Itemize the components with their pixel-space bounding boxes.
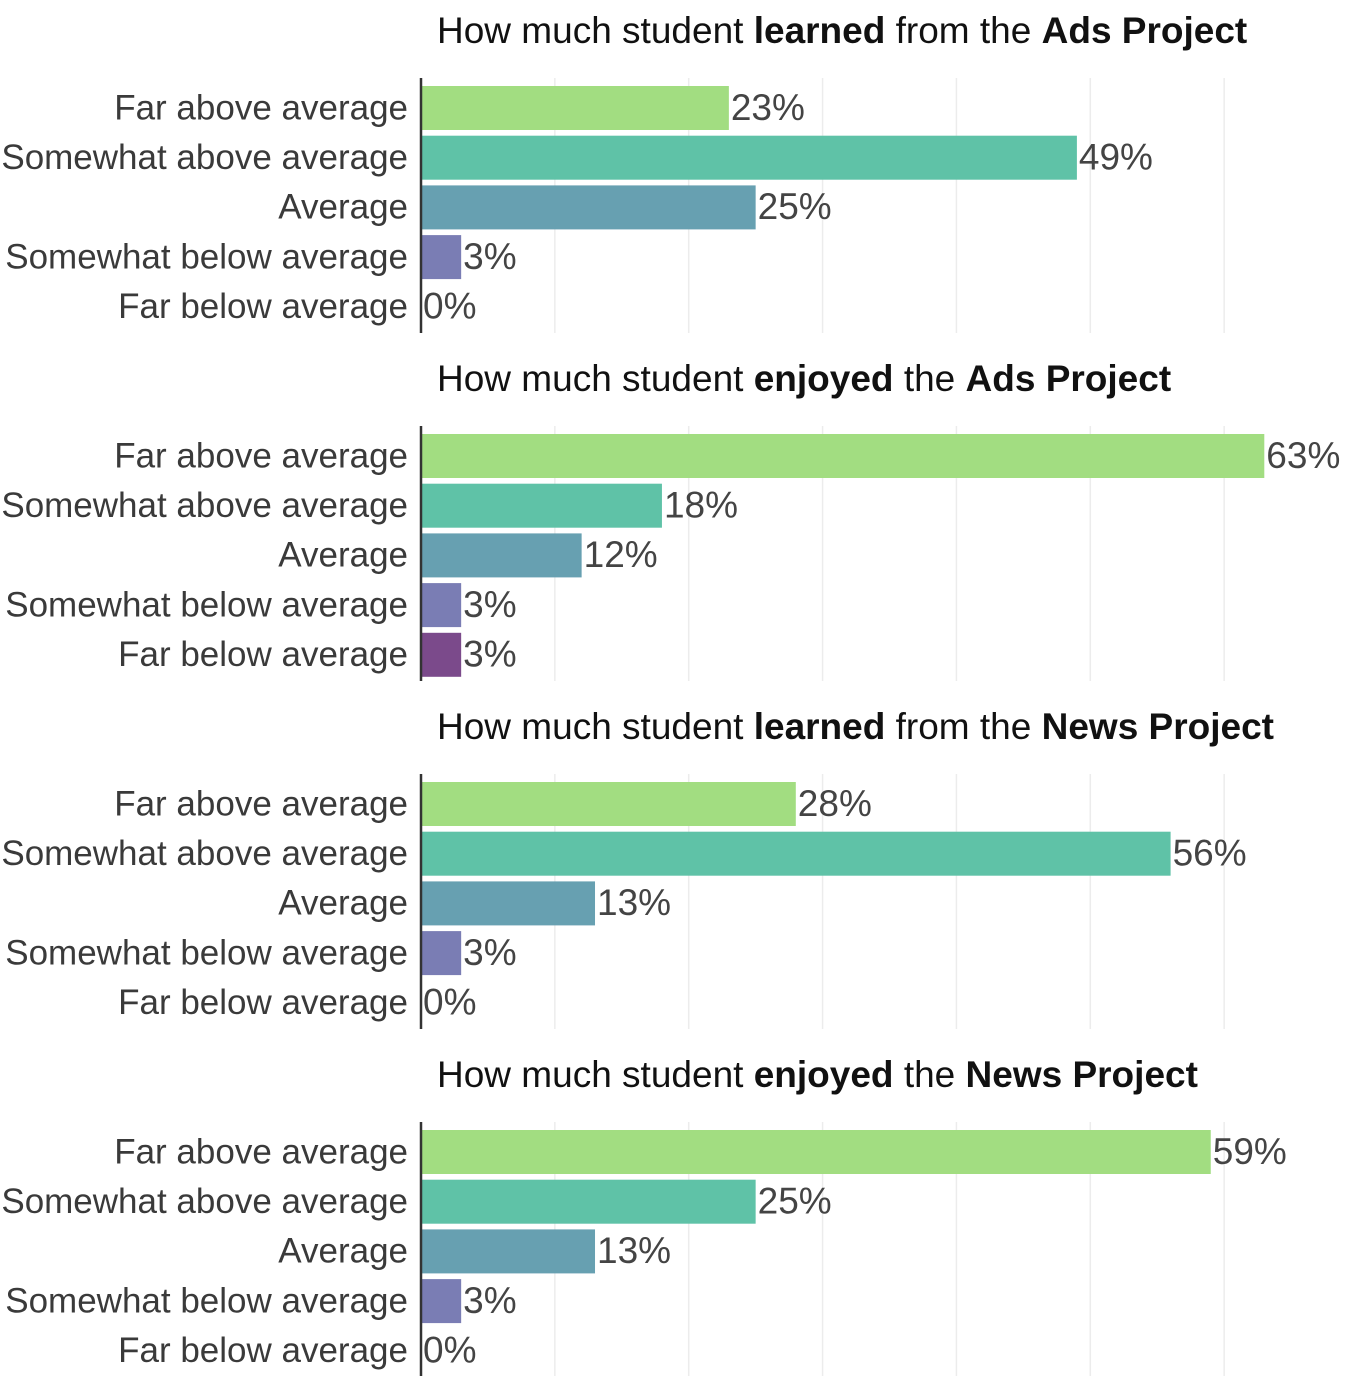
value-label: 3% bbox=[463, 634, 516, 675]
value-label: 18% bbox=[664, 484, 738, 525]
bar bbox=[421, 1179, 756, 1224]
category-label: Somewhat above average bbox=[1, 1182, 408, 1221]
bar bbox=[421, 235, 462, 280]
category-label: Average bbox=[278, 188, 408, 227]
value-label: 49% bbox=[1079, 136, 1153, 177]
value-label: 0% bbox=[423, 1330, 476, 1371]
title-part: the bbox=[894, 1054, 966, 1095]
title-part: the bbox=[894, 358, 966, 399]
category-label: Far below average bbox=[118, 287, 408, 326]
title-part: How much student bbox=[437, 1054, 754, 1095]
category-label: Far above average bbox=[114, 436, 408, 475]
category-label: Average bbox=[278, 536, 408, 575]
bar bbox=[421, 831, 1171, 876]
value-label: 3% bbox=[463, 932, 516, 973]
bar bbox=[421, 1229, 596, 1274]
category-label: Somewhat below average bbox=[5, 933, 408, 972]
value-label: 3% bbox=[463, 1280, 516, 1321]
bar bbox=[421, 782, 796, 826]
value-label: 23% bbox=[731, 87, 805, 128]
title-part: enjoyed bbox=[754, 358, 894, 399]
panel: How much student enjoyed the News Projec… bbox=[1, 1054, 1287, 1376]
title-part: Ads Project bbox=[1042, 10, 1248, 51]
bar bbox=[421, 583, 462, 628]
title-part: How much student bbox=[437, 358, 754, 399]
title-part: from the bbox=[885, 706, 1041, 747]
panel-title: How much student enjoyed the Ads Project bbox=[437, 358, 1171, 399]
bar bbox=[421, 1130, 1211, 1174]
category-label: Somewhat above average bbox=[1, 834, 408, 873]
bar bbox=[421, 931, 462, 976]
value-label: 28% bbox=[798, 783, 872, 824]
category-label: Average bbox=[278, 884, 408, 923]
category-label: Somewhat below average bbox=[5, 585, 408, 624]
category-label: Somewhat below average bbox=[5, 237, 408, 276]
title-part: learned bbox=[754, 706, 886, 747]
bar bbox=[421, 185, 756, 230]
category-label: Far below average bbox=[118, 983, 408, 1022]
bar bbox=[421, 135, 1077, 180]
title-part: Ads Project bbox=[966, 358, 1172, 399]
category-label: Far below average bbox=[118, 635, 408, 674]
value-label: 3% bbox=[463, 236, 516, 277]
category-label: Far below average bbox=[118, 1331, 408, 1370]
title-part: from the bbox=[885, 10, 1041, 51]
panel-title: How much student learned from the Ads Pr… bbox=[437, 10, 1247, 51]
panel: How much student learned from the Ads Pr… bbox=[1, 10, 1247, 333]
category-label: Somewhat below average bbox=[5, 1281, 408, 1320]
value-label: 56% bbox=[1173, 832, 1247, 873]
bar bbox=[421, 632, 462, 677]
value-label: 25% bbox=[758, 186, 832, 227]
panel-title: How much student enjoyed the News Projec… bbox=[437, 1054, 1198, 1095]
bar bbox=[421, 483, 662, 528]
value-label: 25% bbox=[758, 1180, 832, 1221]
panel-title: How much student learned from the News P… bbox=[437, 706, 1274, 747]
category-label: Average bbox=[278, 1232, 408, 1271]
category-label: Far above average bbox=[114, 784, 408, 823]
category-label: Far above average bbox=[114, 1132, 408, 1171]
bar bbox=[421, 1279, 462, 1324]
bar bbox=[421, 434, 1265, 478]
title-part: enjoyed bbox=[754, 1054, 894, 1095]
title-part: learned bbox=[754, 10, 886, 51]
value-label: 3% bbox=[463, 584, 516, 625]
bar bbox=[421, 86, 729, 130]
category-label: Far above average bbox=[114, 88, 408, 127]
title-part: How much student bbox=[437, 706, 754, 747]
value-label: 13% bbox=[597, 882, 671, 923]
panel: How much student learned from the News P… bbox=[1, 706, 1274, 1029]
category-label: Somewhat above average bbox=[1, 138, 408, 177]
bar bbox=[421, 881, 596, 926]
panel: How much student enjoyed the Ads Project… bbox=[1, 358, 1340, 681]
value-label: 59% bbox=[1213, 1131, 1287, 1172]
title-part: How much student bbox=[437, 10, 754, 51]
value-label: 63% bbox=[1266, 435, 1340, 476]
category-label: Somewhat above average bbox=[1, 486, 408, 525]
value-label: 13% bbox=[597, 1230, 671, 1271]
value-label: 0% bbox=[423, 286, 476, 327]
title-part: News Project bbox=[966, 1054, 1198, 1095]
value-label: 12% bbox=[584, 534, 658, 575]
value-label: 0% bbox=[423, 982, 476, 1023]
title-part: News Project bbox=[1042, 706, 1274, 747]
bar bbox=[421, 533, 582, 578]
